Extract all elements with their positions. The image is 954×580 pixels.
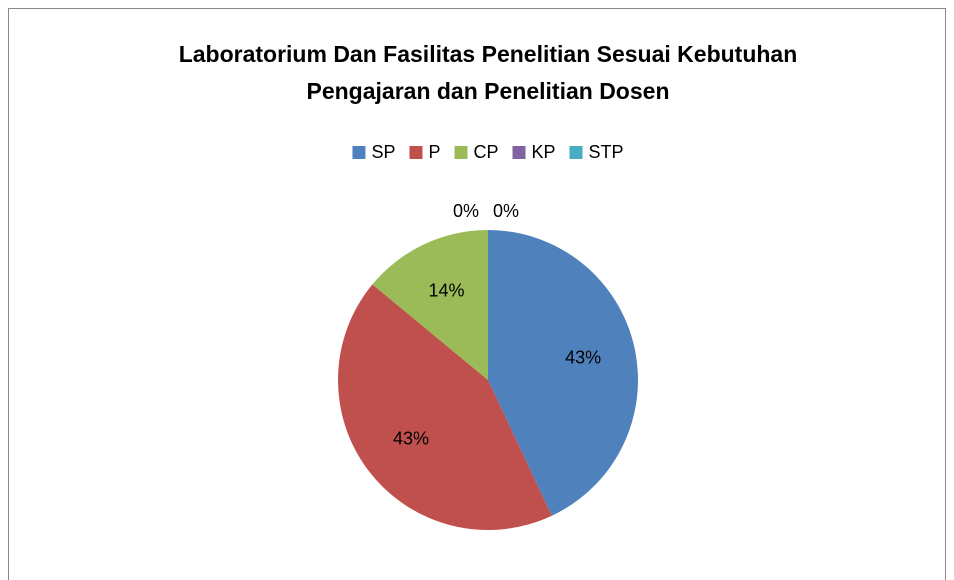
chart-title: Laboratorium Dan Fasilitas Penelitian Se…	[179, 41, 798, 67]
legend-swatch	[409, 146, 423, 159]
data-label: 43%	[565, 347, 601, 367]
data-label: 14%	[428, 281, 464, 301]
legend-label: STP	[589, 142, 624, 162]
legend-swatch	[569, 146, 583, 159]
legend-label: P	[428, 142, 440, 162]
data-label: 43%	[393, 429, 429, 449]
data-label: 0%	[453, 201, 479, 221]
legend-swatch	[352, 146, 366, 159]
legend-swatch	[454, 146, 468, 159]
pie-slice	[337, 284, 552, 530]
legend-label: KP	[532, 142, 556, 162]
legend-swatch	[512, 146, 526, 159]
pie-slice	[372, 230, 488, 380]
chart-title: Pengajaran dan Penelitian Dosen	[307, 78, 670, 104]
legend-label: CP	[473, 142, 498, 162]
legend-label: SP	[371, 142, 395, 162]
pie-slice	[488, 230, 638, 516]
data-label: 0%	[493, 201, 519, 221]
